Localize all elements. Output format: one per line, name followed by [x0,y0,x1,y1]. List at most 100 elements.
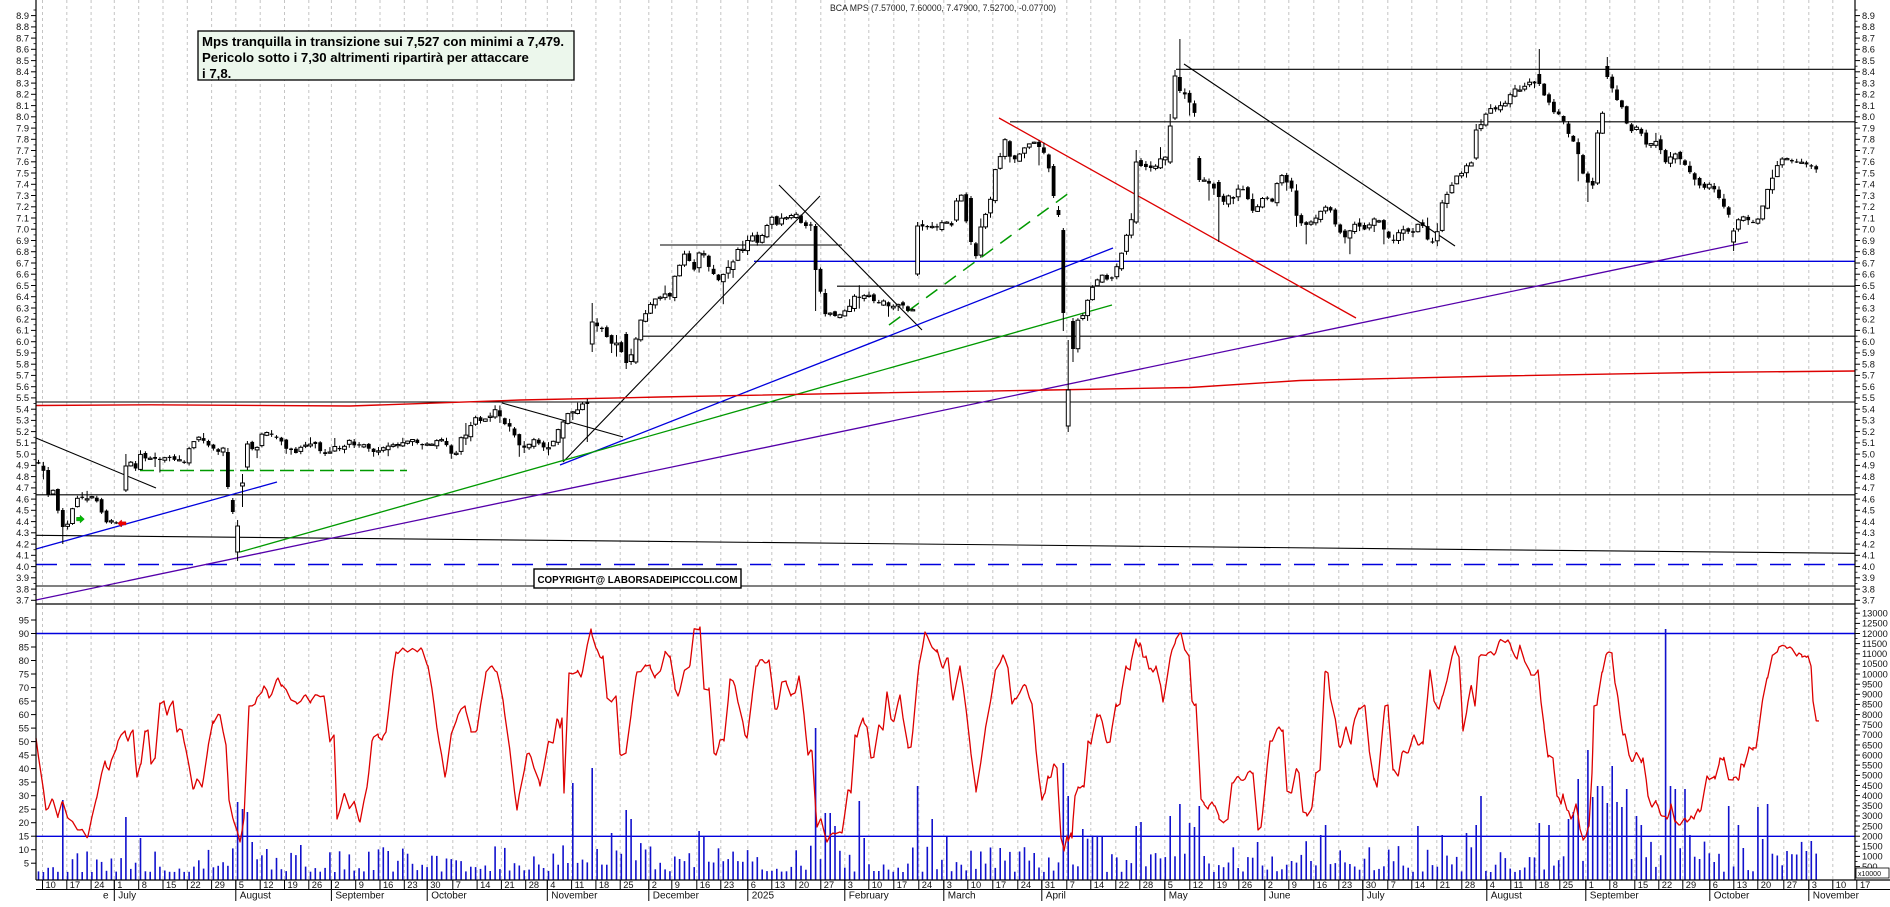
svg-text:6.3: 6.3 [16,303,29,313]
svg-text:21: 21 [504,880,514,890]
svg-text:4000: 4000 [1862,791,1883,801]
svg-text:7.7: 7.7 [16,146,29,156]
svg-text:2025: 2025 [752,891,775,902]
svg-text:4.3: 4.3 [1862,528,1875,538]
svg-text:6.7: 6.7 [16,258,29,268]
svg-text:30: 30 [1366,880,1376,890]
svg-text:6.7: 6.7 [1862,258,1875,268]
svg-text:4.5: 4.5 [16,506,29,516]
svg-text:5.8: 5.8 [16,360,29,370]
svg-text:6.1: 6.1 [1862,326,1875,336]
svg-text:40: 40 [19,764,29,774]
svg-text:5.4: 5.4 [1862,405,1875,415]
svg-text:8: 8 [1613,880,1618,890]
svg-text:23: 23 [1342,880,1352,890]
svg-text:COPYRIGHT@ LABORSADEIPICCOLI.C: COPYRIGHT@ LABORSADEIPICCOLI.COM [538,574,738,586]
svg-text:85: 85 [19,642,29,652]
svg-text:4.2: 4.2 [1862,539,1875,549]
svg-text:7000: 7000 [1862,730,1883,740]
svg-text:7.9: 7.9 [1862,123,1875,133]
svg-text:6.4: 6.4 [16,292,29,302]
svg-text:x10000: x10000 [1858,871,1881,878]
svg-text:50: 50 [19,737,29,747]
svg-text:5.4: 5.4 [16,405,29,415]
svg-text:5500: 5500 [1862,761,1883,771]
svg-text:February: February [849,891,889,902]
svg-text:5.9: 5.9 [16,348,29,358]
svg-text:2: 2 [652,880,657,890]
svg-text:3.7: 3.7 [16,596,29,606]
svg-text:8.3: 8.3 [16,78,29,88]
svg-text:10: 10 [1836,880,1846,890]
svg-text:4.8: 4.8 [1862,472,1875,482]
svg-text:80: 80 [19,656,29,666]
svg-text:6.6: 6.6 [16,270,29,280]
svg-text:4.4: 4.4 [16,517,29,527]
svg-text:4.8: 4.8 [16,472,29,482]
svg-text:7.4: 7.4 [1862,180,1875,190]
svg-text:7.0: 7.0 [1862,225,1875,235]
svg-text:5: 5 [239,880,244,890]
svg-text:8.9: 8.9 [16,11,29,21]
svg-text:8.0: 8.0 [1862,112,1875,122]
svg-text:4: 4 [550,880,555,890]
svg-text:22: 22 [1119,880,1129,890]
svg-text:27: 27 [1787,880,1797,890]
svg-text:7.9: 7.9 [16,123,29,133]
svg-text:10500: 10500 [1862,659,1888,669]
svg-text:7.7: 7.7 [1862,146,1875,156]
svg-text:1500: 1500 [1862,842,1883,852]
svg-text:28: 28 [1143,880,1153,890]
svg-text:19: 19 [1217,880,1227,890]
svg-text:9500: 9500 [1862,680,1883,690]
svg-text:2: 2 [1268,880,1273,890]
svg-text:5.0: 5.0 [16,449,29,459]
svg-text:20: 20 [1761,880,1771,890]
svg-text:30: 30 [430,880,440,890]
svg-text:23: 23 [724,880,734,890]
svg-text:8000: 8000 [1862,710,1883,720]
svg-text:6500: 6500 [1862,740,1883,750]
svg-text:7.3: 7.3 [1862,191,1875,201]
svg-text:April: April [1046,891,1066,902]
svg-text:16: 16 [383,880,393,890]
svg-text:7.6: 7.6 [1862,157,1875,167]
svg-text:17: 17 [1860,880,1870,890]
svg-text:7.0: 7.0 [16,225,29,235]
svg-text:4.5: 4.5 [1862,506,1875,516]
svg-text:25: 25 [19,805,29,815]
svg-text:8.1: 8.1 [1862,101,1875,111]
svg-text:3.9: 3.9 [16,573,29,583]
svg-text:10000: 10000 [1862,669,1888,679]
svg-text:BCA MPS (7.57000, 7.60000, 7.4: BCA MPS (7.57000, 7.60000, 7.47900, 7.52… [830,3,1056,14]
svg-text:3.7: 3.7 [1862,596,1875,606]
svg-text:December: December [653,891,700,902]
svg-text:1: 1 [1589,880,1594,890]
svg-text:24: 24 [922,880,932,890]
svg-text:6.0: 6.0 [1862,337,1875,347]
svg-text:3.8: 3.8 [1862,584,1875,594]
svg-text:8.5: 8.5 [16,56,29,66]
svg-text:14: 14 [480,880,490,890]
svg-text:October: October [431,891,467,902]
svg-text:1: 1 [117,880,122,890]
svg-text:3: 3 [947,880,952,890]
svg-text:5: 5 [24,859,29,869]
svg-text:4.7: 4.7 [16,483,29,493]
svg-text:4.9: 4.9 [16,461,29,471]
svg-text:5: 5 [1168,880,1173,890]
svg-text:4.7: 4.7 [1862,483,1875,493]
svg-text:3500: 3500 [1862,801,1883,811]
svg-text:13: 13 [1737,880,1747,890]
svg-text:11: 11 [1514,880,1524,890]
svg-text:10: 10 [19,845,29,855]
svg-text:6000: 6000 [1862,750,1883,760]
svg-text:9000: 9000 [1862,690,1883,700]
svg-text:45: 45 [19,750,29,760]
svg-text:11500: 11500 [1862,639,1887,649]
svg-text:8.2: 8.2 [1862,90,1875,100]
svg-text:7.1: 7.1 [16,213,29,223]
svg-text:10: 10 [872,880,882,890]
svg-text:4.0: 4.0 [16,562,29,572]
svg-text:14: 14 [1094,880,1104,890]
